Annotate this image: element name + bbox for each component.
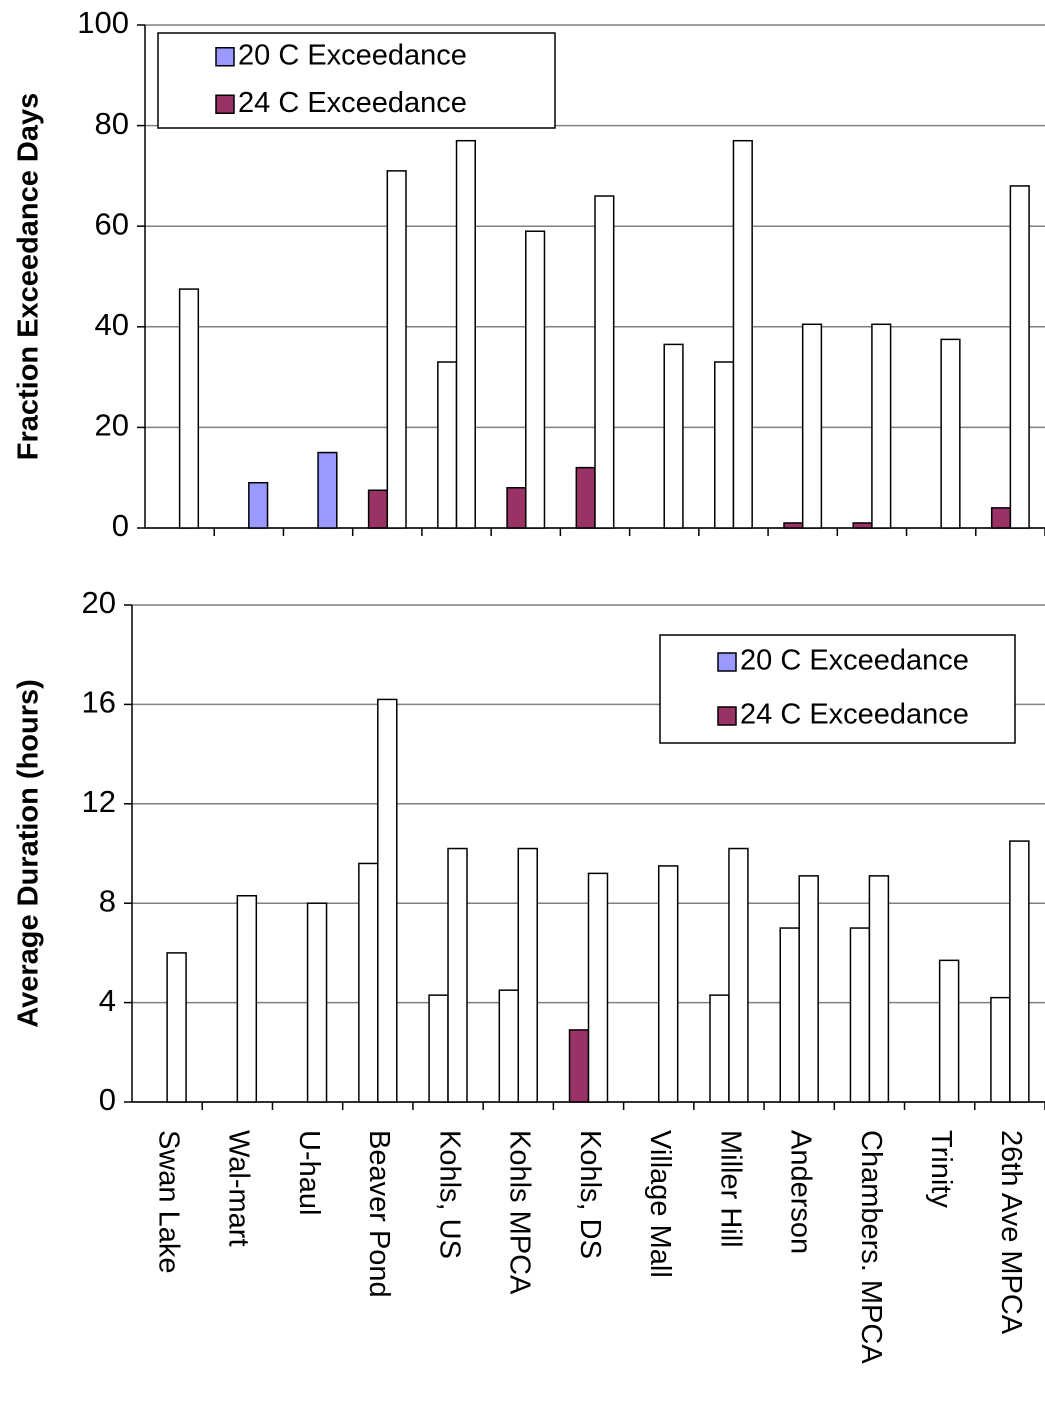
x-tick-label: Chambers. MPCA — [855, 1130, 887, 1364]
x-tick-label: U-haul — [293, 1130, 325, 1215]
x-tick-label: Kohls MPCA — [504, 1130, 536, 1295]
legend-label: 24 C Exceedance — [740, 699, 969, 731]
legend-label: 20 C Exceedance — [740, 645, 969, 677]
bar — [990, 507, 1012, 529]
bar — [447, 847, 468, 1103]
legend-swatch — [717, 706, 737, 726]
bar — [657, 865, 679, 1103]
bar — [386, 170, 407, 529]
bar — [798, 875, 819, 1103]
bar — [498, 989, 520, 1103]
legend-swatch — [215, 94, 235, 114]
y-tick-label: 20 — [95, 408, 129, 443]
bar — [1009, 840, 1030, 1103]
y-tick-label: 12 — [82, 784, 116, 819]
bar — [852, 522, 873, 529]
x-tick-label: Kohls, DS — [574, 1130, 606, 1259]
y-tick-label: 16 — [82, 685, 116, 720]
bar — [455, 139, 476, 529]
y-tick-label: 8 — [99, 883, 116, 918]
bar — [236, 894, 258, 1103]
legend-swatch — [215, 47, 235, 67]
bar — [594, 195, 615, 529]
bar — [568, 1029, 590, 1103]
bar — [377, 698, 398, 1103]
x-tick-label: Anderson — [785, 1130, 817, 1254]
legend-swatch — [717, 652, 737, 672]
bar — [779, 927, 800, 1103]
bar — [871, 323, 892, 529]
bar — [714, 361, 735, 529]
x-tick-label: 26th Ave MPCA — [995, 1130, 1027, 1335]
bar — [525, 230, 546, 529]
bar — [1009, 185, 1030, 529]
x-tick-label: Swan Lake — [152, 1130, 184, 1274]
bar — [783, 522, 804, 529]
bar — [709, 994, 730, 1103]
bar — [306, 902, 328, 1103]
y-axis-title: Average Duration (hours) — [13, 679, 45, 1028]
bar — [990, 996, 1011, 1103]
bar — [166, 952, 187, 1103]
bar — [437, 361, 458, 529]
bar — [506, 487, 527, 529]
bar — [248, 481, 269, 529]
legend-label: 20 C Exceedance — [238, 39, 467, 71]
x-tick-label: Miller Hill — [714, 1130, 746, 1248]
bar — [940, 338, 961, 529]
bar — [317, 451, 338, 529]
bar — [358, 862, 379, 1103]
y-tick-label: 4 — [99, 983, 116, 1018]
y-tick-label: 0 — [112, 508, 129, 543]
bar — [575, 466, 596, 529]
legend-label: 24 C Exceedance — [238, 87, 467, 119]
x-tick-label: Wal-mart — [223, 1130, 255, 1247]
y-axis-title: Fraction Exceedance Days — [13, 93, 45, 461]
x-tick-label: Village Mall — [644, 1130, 676, 1278]
bar — [868, 875, 890, 1103]
bar — [367, 489, 389, 529]
y-tick-label: 0 — [99, 1082, 116, 1117]
x-tick-label: Trinity — [925, 1130, 957, 1208]
y-tick-label: 80 — [95, 106, 129, 141]
bar — [801, 323, 823, 529]
bar — [732, 139, 753, 529]
bar — [938, 959, 960, 1103]
bar — [517, 847, 538, 1103]
bar — [428, 994, 449, 1103]
y-tick-label: 40 — [95, 307, 129, 342]
x-tick-label: Kohls, US — [433, 1130, 465, 1259]
bar — [178, 288, 200, 529]
bar — [849, 927, 871, 1103]
x-tick-label: Beaver Pond — [363, 1130, 395, 1298]
bar — [587, 872, 609, 1103]
y-tick-label: 100 — [77, 5, 129, 40]
bar — [663, 343, 684, 529]
y-tick-label: 60 — [95, 206, 129, 241]
y-tick-label: 20 — [82, 585, 116, 620]
bar — [728, 847, 749, 1103]
